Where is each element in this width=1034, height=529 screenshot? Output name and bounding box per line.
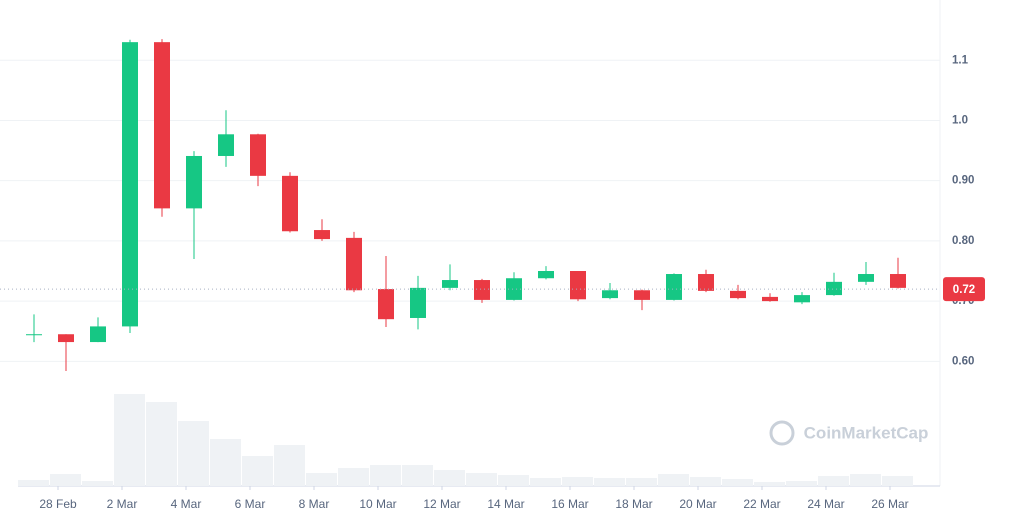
watermark: CoinMarketCap (804, 423, 929, 442)
last-price-label: 0.72 (953, 284, 975, 296)
volume-bar (114, 394, 145, 486)
candle-body (826, 281, 842, 296)
volume-bar (882, 476, 913, 486)
volume-bar (18, 480, 49, 486)
volume-bar (338, 468, 369, 486)
volume-bar (146, 402, 177, 486)
candle-body (698, 274, 714, 291)
volume-bar (658, 474, 689, 486)
candle-body (282, 175, 298, 232)
candle-body (250, 134, 266, 176)
candle-body (474, 280, 490, 300)
x-tick-label: 20 Mar (679, 497, 716, 511)
volume-bar (818, 476, 849, 486)
y-tick-label: 0.90 (952, 175, 974, 187)
candle-body (410, 287, 426, 318)
volume-bar (786, 481, 817, 486)
candle-body (378, 289, 394, 320)
candle-body (730, 290, 746, 299)
volume-bar (722, 479, 753, 486)
candle-body (666, 274, 682, 300)
candle-body (506, 278, 522, 300)
x-tick-label: 24 Mar (807, 497, 844, 511)
x-tick-label: 6 Mar (235, 497, 266, 511)
volume-bar (850, 474, 881, 486)
candle-body (154, 42, 170, 209)
last-price-badge (943, 277, 985, 302)
volume-bar (82, 481, 113, 486)
y-tick-label: 1.0 (952, 114, 968, 126)
volume-bar (594, 478, 625, 486)
y-tick-label: 0.80 (952, 235, 974, 247)
x-tick-label: 8 Mar (299, 497, 330, 511)
x-tick-label: 10 Mar (359, 497, 396, 511)
x-tick-label: 22 Mar (743, 497, 780, 511)
volume-bar (434, 470, 465, 486)
candle-body (762, 296, 778, 302)
candle-body (218, 134, 234, 156)
volume-bar (562, 477, 593, 486)
candle-body (442, 280, 458, 288)
candle-body (186, 155, 202, 209)
volume-bar (530, 478, 561, 486)
volume-bar (306, 473, 337, 486)
volume-bar (626, 478, 657, 486)
x-tick-label: 28 Feb (39, 497, 77, 511)
volume-bar (242, 456, 273, 486)
volume-bar (210, 439, 241, 486)
volume-bar (498, 475, 529, 486)
x-tick-label: 18 Mar (615, 497, 652, 511)
volume-bar (690, 477, 721, 486)
candle-body (570, 271, 586, 300)
candle-body (634, 290, 650, 300)
x-tick-label: 14 Mar (487, 497, 524, 511)
candle-body (346, 237, 362, 291)
candle-body (122, 42, 138, 327)
watermark-logo (769, 420, 795, 446)
x-tick-label: 4 Mar (171, 497, 202, 511)
y-tick-label: 0.60 (952, 355, 974, 367)
candle-body (58, 334, 74, 343)
volume-bar (370, 465, 401, 486)
candle-body (858, 274, 874, 282)
volume-bar (50, 474, 81, 486)
x-tick-label: 16 Mar (551, 497, 588, 511)
candle-body (794, 295, 810, 303)
candle-body (538, 271, 554, 279)
volume-layer (18, 394, 913, 486)
volume-bar (754, 482, 785, 486)
candle-body (26, 334, 42, 336)
candle-body (90, 326, 106, 343)
candle-body (602, 290, 618, 299)
volume-bar (274, 445, 305, 486)
volume-bar (466, 473, 497, 486)
y-tick-label: 1.1 (952, 54, 969, 66)
x-tick-label: 12 Mar (423, 497, 460, 511)
x-tick-label: 26 Mar (871, 497, 908, 511)
volume-bar (178, 421, 209, 486)
candle-body (890, 274, 906, 288)
volume-bar (402, 465, 433, 486)
candle-body (314, 230, 330, 240)
x-tick-label: 2 Mar (107, 497, 138, 511)
